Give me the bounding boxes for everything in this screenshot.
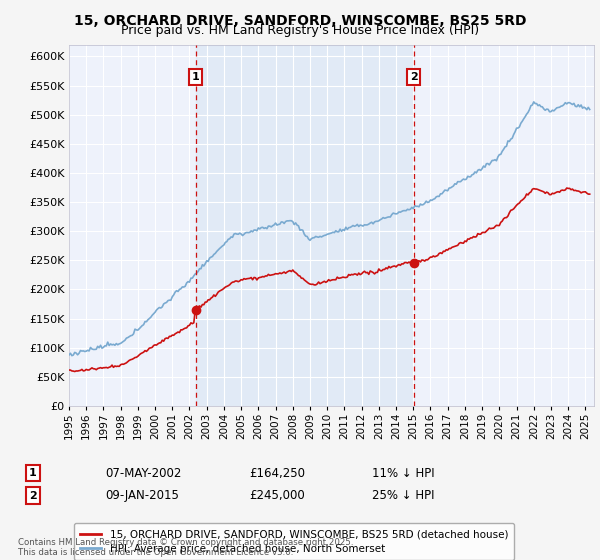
Text: Price paid vs. HM Land Registry's House Price Index (HPI): Price paid vs. HM Land Registry's House … xyxy=(121,24,479,37)
Legend: 15, ORCHARD DRIVE, SANDFORD, WINSCOMBE, BS25 5RD (detached house), HPI: Average : 15, ORCHARD DRIVE, SANDFORD, WINSCOMBE, … xyxy=(74,523,514,560)
Text: 2: 2 xyxy=(410,72,418,82)
Text: £164,250: £164,250 xyxy=(249,466,305,480)
Text: 2: 2 xyxy=(29,491,37,501)
Text: 07-MAY-2002: 07-MAY-2002 xyxy=(105,466,181,480)
Text: 15, ORCHARD DRIVE, SANDFORD, WINSCOMBE, BS25 5RD: 15, ORCHARD DRIVE, SANDFORD, WINSCOMBE, … xyxy=(74,14,526,28)
Text: 11% ↓ HPI: 11% ↓ HPI xyxy=(372,466,434,480)
Text: 25% ↓ HPI: 25% ↓ HPI xyxy=(372,489,434,502)
Text: 1: 1 xyxy=(192,72,200,82)
Bar xyxy=(196,45,414,406)
Text: 09-JAN-2015: 09-JAN-2015 xyxy=(105,489,179,502)
Text: £245,000: £245,000 xyxy=(249,489,305,502)
Text: Contains HM Land Registry data © Crown copyright and database right 2025.
This d: Contains HM Land Registry data © Crown c… xyxy=(18,538,353,557)
Text: 1: 1 xyxy=(29,468,37,478)
